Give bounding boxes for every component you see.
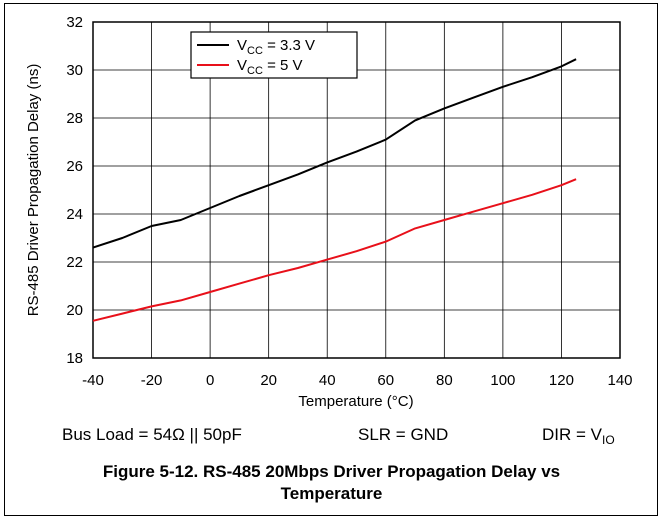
figure-caption: Figure 5-12. RS-485 20Mbps Driver Propag… [20,461,643,505]
x-tick-label: -20 [141,372,163,389]
y-tick-label: 28 [66,110,83,127]
bus-load-condition: Bus Load = 54Ω || 50pF [62,425,242,444]
x-tick-label: 80 [436,372,453,389]
y-tick-label: 24 [66,206,83,223]
grid [93,22,620,358]
legend-box [190,31,358,79]
x-tick-label: 140 [607,372,632,389]
series-line-vcc-5v [92,178,577,322]
y-tick-label: 22 [66,254,83,271]
caption-line-2: Temperature [280,484,383,503]
y-tick-label: 32 [66,14,83,31]
x-axis-label: Temperature (°C) [298,393,413,410]
x-tick-label: 120 [549,372,574,389]
x-tick-label: 40 [319,372,336,389]
slr-condition: SLR = GND [358,425,449,444]
y-tick-labels: 18 20 22 24 26 28 30 32 [66,14,83,367]
y-tick-label: 20 [66,302,83,319]
x-tick-label: 100 [490,372,515,389]
series-line-vcc-3v3 [92,58,577,249]
y-tick-label: 26 [66,158,83,175]
dir-condition: DIR = VIO [542,425,615,447]
caption-line-1: Figure 5-12. RS-485 20Mbps Driver Propag… [102,462,561,481]
x-tick-labels: -40 -20 0 20 40 60 80 100 120 140 [82,372,632,389]
legend: VCC = 3.3 V VCC = 5 V [190,31,358,79]
legend-label-3v3: VCC = 3.3 V [237,37,315,57]
y-axis-label: RS-485 Driver Propagation Delay (ns) [25,64,42,317]
plot-area-border [92,21,621,359]
y-tick-label: 30 [66,62,83,79]
x-tick-label: 0 [206,372,214,389]
x-tick-label: 60 [377,372,394,389]
series-layer [92,58,577,322]
x-tick-label: -40 [82,372,104,389]
y-tick-label: 18 [66,350,83,367]
legend-label-5v: VCC = 5 V [237,57,303,77]
x-tick-label: 20 [260,372,277,389]
